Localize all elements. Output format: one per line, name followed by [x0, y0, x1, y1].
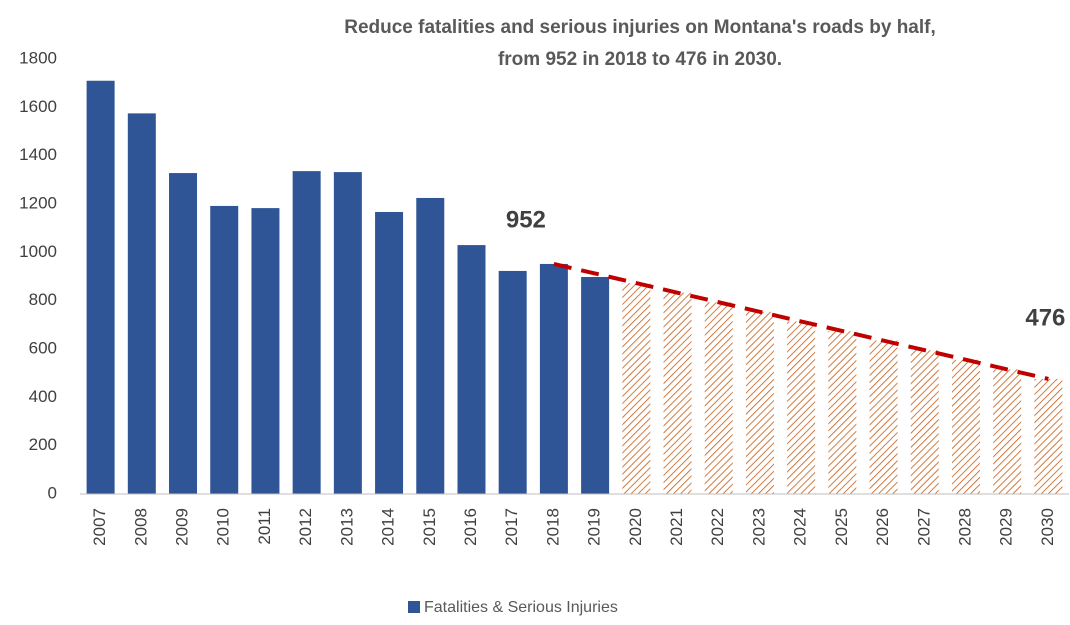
bar — [539, 263, 568, 494]
bar — [951, 359, 980, 494]
x-tick-label: 2023 — [749, 508, 768, 546]
x-tick-label: 2018 — [543, 508, 562, 546]
x-tick-label: 2017 — [502, 508, 521, 546]
x-tick-label: 2012 — [296, 508, 315, 546]
x-tick-label: 2011 — [255, 508, 274, 545]
bar — [375, 211, 404, 494]
trend-line — [553, 261, 1049, 381]
x-tick-label: 2024 — [791, 508, 810, 546]
bar — [581, 276, 610, 494]
y-tick-label: 800 — [29, 290, 57, 309]
y-tick-label: 0 — [48, 483, 57, 502]
x-tick-label: 2026 — [873, 508, 892, 546]
bar — [993, 369, 1022, 494]
y-tick-label: 1400 — [19, 145, 57, 164]
data-label: 476 — [1025, 304, 1065, 331]
y-tick-label: 1800 — [19, 48, 57, 67]
x-tick-label: 2015 — [420, 508, 439, 546]
y-tick-label: 1200 — [19, 193, 57, 212]
x-tick-label: 2016 — [461, 508, 480, 546]
bar — [622, 283, 651, 494]
bar — [251, 208, 280, 494]
y-tick-label: 1000 — [19, 242, 57, 261]
bar — [333, 172, 362, 494]
chart-title: from 952 in 2018 to 476 in 2030. — [498, 49, 782, 70]
bar — [828, 331, 857, 494]
bar — [787, 321, 816, 494]
x-tick-label: 2009 — [173, 508, 192, 546]
bar — [457, 245, 486, 494]
x-tick-label: 2022 — [708, 508, 727, 546]
bar — [704, 302, 733, 494]
legend-label: Fatalities & Serious Injuries — [424, 599, 618, 616]
x-tick-label: 2014 — [379, 508, 398, 546]
bar — [127, 113, 156, 494]
bar — [869, 340, 898, 494]
legend-swatch — [408, 601, 420, 613]
x-tick-label: 2025 — [832, 508, 851, 546]
x-tick-label: 2010 — [214, 508, 233, 546]
data-label: 952 — [506, 206, 546, 233]
x-tick-label: 2027 — [914, 508, 933, 546]
bar — [1034, 378, 1063, 494]
x-tick-label: 2020 — [626, 508, 645, 546]
x-tick-label: 2008 — [131, 508, 150, 546]
y-tick-label: 200 — [29, 435, 57, 454]
bar — [910, 350, 939, 494]
bar — [169, 173, 198, 495]
y-tick-label: 400 — [29, 387, 57, 406]
x-tick-label: 2013 — [337, 508, 356, 546]
y-tick-label: 1600 — [19, 97, 57, 116]
bar — [745, 311, 774, 494]
bar — [416, 197, 445, 495]
x-tick-label: 2007 — [90, 508, 109, 546]
chart-title: Reduce fatalities and serious injuries o… — [344, 17, 936, 38]
x-tick-label: 2021 — [667, 508, 686, 546]
bar — [663, 292, 692, 494]
x-tick-label: 2030 — [1038, 508, 1057, 546]
x-tick-label: 2029 — [997, 508, 1016, 546]
x-tick-label: 2019 — [585, 508, 604, 546]
x-tick-label: 2028 — [955, 508, 974, 546]
bar — [86, 80, 115, 494]
y-tick-label: 600 — [29, 338, 57, 357]
bar — [498, 270, 527, 494]
bar — [292, 171, 321, 494]
bar — [210, 205, 239, 494]
